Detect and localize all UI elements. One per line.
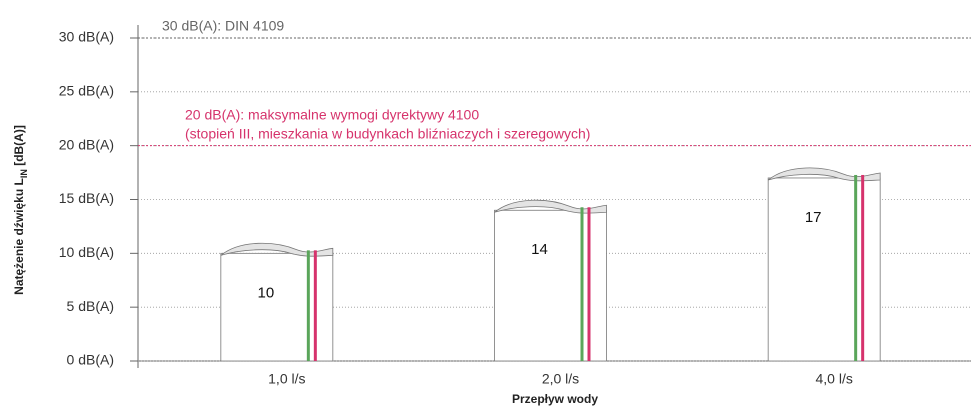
reference-label: 20 dB(A): maksymalne wymogi dyrektywy 41… <box>185 106 479 122</box>
y-tick-label: 30 dB(A) <box>59 29 114 45</box>
stripe <box>588 207 591 361</box>
y-axis-label: Natężenie dźwięku LIN [dB(A)] <box>12 125 29 295</box>
value-label: 10 <box>257 284 274 301</box>
y-label-text: Natężenie dźwięku L <box>12 178 26 295</box>
stripe <box>581 207 584 361</box>
y-tick-label: 10 dB(A) <box>59 244 114 260</box>
stripe <box>307 250 310 361</box>
y-label-suffix: [dB(A)] <box>12 125 26 169</box>
x-tick-label: 4,0 l/s <box>815 371 852 387</box>
x-tick-label: 1,0 l/s <box>268 371 305 387</box>
y-tick-label: 0 dB(A) <box>67 352 114 368</box>
y-tick-label: 5 dB(A) <box>67 298 114 314</box>
reference-label: 30 dB(A): DIN 4109 <box>162 18 284 34</box>
value-label: 17 <box>805 209 822 226</box>
stripe <box>861 175 864 361</box>
chart: Natężenie dźwięku LIN [dB(A)] Przepływ w… <box>0 0 971 411</box>
x-axis-label: Przepływ wody <box>512 392 598 406</box>
y-tick-label: 25 dB(A) <box>59 83 114 99</box>
y-tick-label: 15 dB(A) <box>59 190 114 206</box>
y-tick-label: 20 dB(A) <box>59 136 114 152</box>
x-tick-label: 2,0 l/s <box>542 371 579 387</box>
y-label-subscript: IN <box>19 169 29 178</box>
value-label: 14 <box>531 241 548 258</box>
stripe <box>314 250 317 361</box>
reference-label: (stopień III, mieszkania w budynkach bli… <box>185 125 590 141</box>
stripe <box>854 175 857 361</box>
